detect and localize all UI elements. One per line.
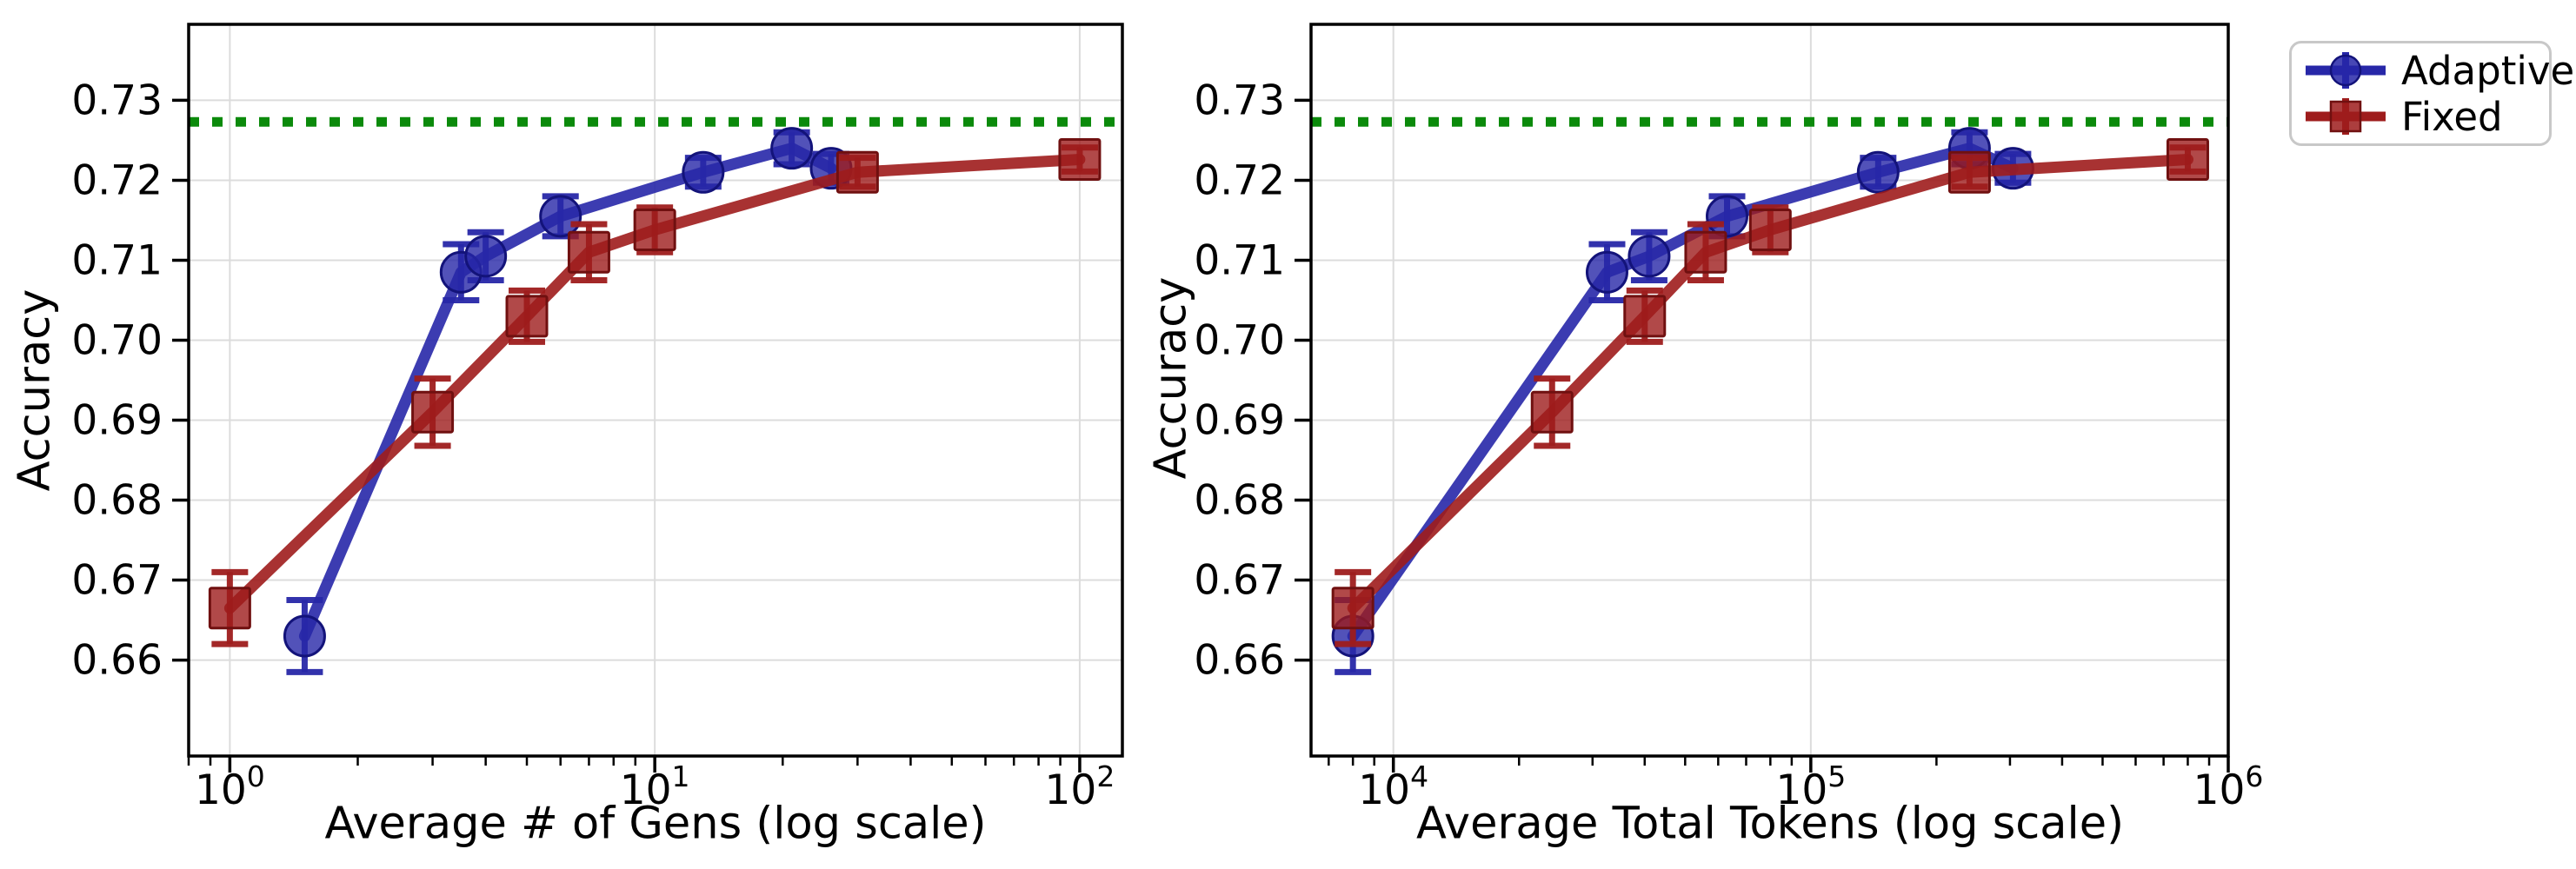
adaptive-data-point <box>1585 250 1628 294</box>
adaptive-data-point <box>1627 235 1671 278</box>
y-tick-label: 0.73 <box>71 76 163 124</box>
fixed-data-point <box>2166 138 2209 182</box>
adaptive-series <box>283 127 853 675</box>
adaptive-data-point <box>1856 150 1900 194</box>
axes-frame <box>1309 23 2230 758</box>
y-tick-label: 0.69 <box>71 397 163 445</box>
legend-label-adaptive: Adaptive <box>2401 47 2575 94</box>
adaptive-markers <box>283 127 853 658</box>
y-tick-label: 0.70 <box>71 316 163 364</box>
fixed-data-point <box>1058 138 1102 182</box>
adaptive-marker-icon <box>2306 52 2386 89</box>
fixed-data-point <box>505 295 549 338</box>
x-tick-label: 100 <box>195 760 265 814</box>
adaptive-line <box>1347 143 2019 642</box>
adaptive-data-point <box>770 127 814 170</box>
y-tick-label: 0.66 <box>71 637 163 685</box>
fixed-data-point <box>1748 208 1792 251</box>
y-tick-label: 0.68 <box>1194 477 1285 525</box>
right-y-axis-label: Accuracy <box>1145 276 1197 480</box>
adaptive-markers <box>1331 127 2034 658</box>
fixed-data-point <box>208 587 251 630</box>
adaptive-data-point <box>682 150 725 194</box>
fixed-series <box>1331 138 2209 647</box>
adaptive-error-bars <box>1335 129 2032 675</box>
fixed-data-point <box>1684 230 1727 274</box>
axes-frame <box>187 23 1124 758</box>
fixed-data-point <box>633 208 676 251</box>
adaptive-data-point <box>539 195 582 238</box>
fixed-data-point <box>1947 150 1991 194</box>
y-tick-label: 0.69 <box>1194 397 1285 445</box>
y-tick-label: 0.68 <box>71 477 163 525</box>
x-tick-label: 102 <box>1045 760 1115 814</box>
axis-ticks <box>172 98 1082 773</box>
fixed-data-point <box>567 230 610 274</box>
fixed-marker-icon <box>2306 98 2386 135</box>
y-tick-label: 0.71 <box>71 236 163 284</box>
y-tick-label: 0.72 <box>71 156 163 204</box>
y-tick-label: 0.71 <box>1194 236 1285 284</box>
fixed-markers <box>208 138 1102 630</box>
grid-lines <box>189 24 1122 756</box>
fixed-data-point <box>1331 587 1375 630</box>
grid-lines <box>1311 24 2229 756</box>
left-x-axis-label: Average # of Gens (log scale) <box>324 798 987 850</box>
adaptive-series <box>1331 127 2034 675</box>
adaptive-data-point <box>464 235 508 278</box>
x-tick-label: 104 <box>1358 760 1428 814</box>
y-tick-label: 0.67 <box>1194 557 1285 605</box>
legend-label-fixed: Fixed <box>2401 93 2503 140</box>
fixed-data-point <box>411 390 455 434</box>
y-tick-label: 0.66 <box>1194 637 1285 685</box>
legend: Adaptive Fixed <box>2289 41 2574 146</box>
fixed-data-point <box>1623 295 1667 338</box>
fixed-data-point <box>835 150 879 194</box>
left-y-axis-label: Accuracy <box>9 289 61 492</box>
right-x-axis-label: Average Total Tokens (log scale) <box>1415 798 2125 850</box>
y-tick-label: 0.67 <box>71 557 163 605</box>
fixed-series <box>208 138 1102 647</box>
x-tick-label: 106 <box>2193 760 2264 814</box>
fixed-markers <box>1331 138 2209 630</box>
adaptive-data-point <box>1706 195 1749 238</box>
legend-item-fixed: Fixed <box>2302 94 2540 139</box>
fixed-data-point <box>1530 390 1574 434</box>
y-tick-label: 0.72 <box>1194 156 1285 204</box>
adaptive-data-point <box>283 614 326 658</box>
legend-item-adaptive: Adaptive <box>2302 48 2574 93</box>
axis-ticks <box>1295 98 2230 773</box>
y-tick-label: 0.70 <box>1194 316 1285 364</box>
y-tick-label: 0.73 <box>1194 76 1285 124</box>
